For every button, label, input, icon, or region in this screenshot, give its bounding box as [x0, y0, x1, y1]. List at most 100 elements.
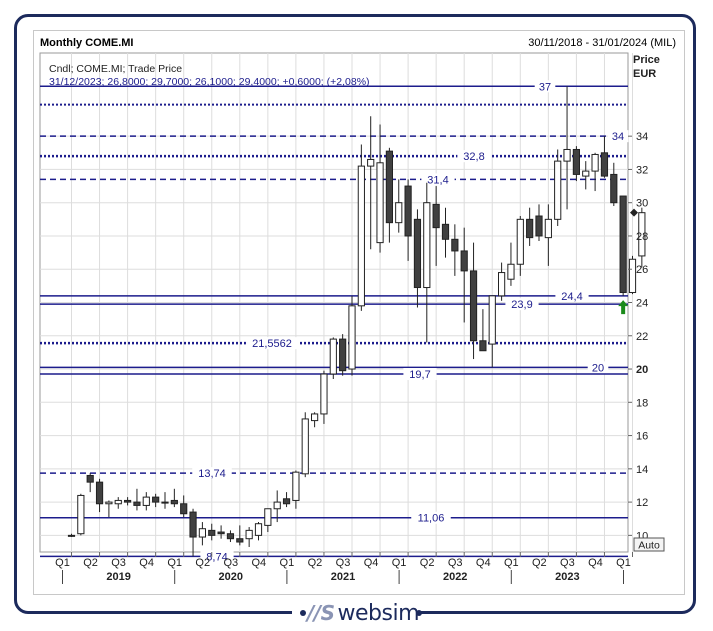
candle-body [282, 498, 291, 505]
candle-body [133, 501, 141, 506]
y-tick-label: 16 [636, 431, 648, 443]
y-tick-label: 22 [636, 331, 648, 343]
candle-body [385, 150, 393, 224]
x-tick-label: Q4 [364, 557, 379, 569]
x-tick-label: Q4 [252, 557, 267, 569]
candle-body [180, 503, 188, 515]
candle-body [600, 152, 609, 177]
candle-body [348, 305, 356, 370]
legend-line-2: 31/12/2023; 26,8000; 29,7000; 26,1000; 2… [49, 76, 370, 88]
candle-body [292, 471, 300, 501]
level-label: 20 [592, 362, 604, 374]
candle-body [535, 215, 543, 237]
level-label: 32,8 [463, 151, 484, 163]
currency-label: EUR [633, 68, 656, 80]
x-tick-label: Q2 [420, 557, 435, 569]
candle-body [544, 218, 552, 239]
candle-body [301, 418, 309, 475]
level-label: 24,4 [561, 291, 582, 303]
legend-line-1: Cndl; COME.MI; Trade Price [49, 63, 182, 75]
y-tick-label: 32 [636, 164, 648, 176]
candle-body [329, 338, 337, 375]
level-label-bg [192, 467, 232, 480]
level-label: 31,4 [427, 174, 448, 186]
x-tick-label: Q1 [167, 557, 182, 569]
candle-body [86, 474, 94, 483]
level-label-bg [200, 550, 234, 563]
candle-body [404, 185, 412, 237]
x-tick-label: Q1 [280, 557, 295, 569]
x-tick-label: Q3 [336, 557, 351, 569]
y-tick-label: 18 [636, 397, 648, 409]
candle-body [67, 534, 76, 537]
chart-title: Monthly COME.MI [40, 37, 134, 49]
auto-scale-button[interactable]: Auto [633, 537, 665, 552]
level-label-bg [607, 130, 629, 143]
brand-footer: //S websim [0, 598, 713, 631]
candle-body [142, 496, 150, 506]
candle-body [526, 218, 534, 239]
level-label-bg [555, 289, 589, 302]
candle-body [619, 195, 627, 294]
candle-body [95, 481, 104, 505]
level-label: 21,5562 [252, 338, 292, 350]
websim-logo-mark: //S [307, 601, 335, 625]
level-label: 23,9 [511, 299, 532, 311]
candle-body [432, 203, 440, 229]
candle-body [273, 501, 281, 510]
candle-body [124, 499, 132, 503]
candle-body [628, 258, 637, 294]
candle-body [311, 413, 319, 422]
level-label-bg [457, 150, 491, 163]
date-range: 30/11/2018 - 31/01/2024 (MIL) [528, 37, 676, 49]
candle-body [77, 494, 85, 535]
candle-body [441, 223, 450, 240]
candle-body [460, 250, 468, 272]
x-tick-label: Q2 [532, 557, 547, 569]
brand-dot-left [300, 610, 306, 616]
candle-body [264, 508, 272, 526]
level-label-bg [534, 80, 556, 93]
level-label-bg [403, 368, 437, 381]
x-tick-label: Q2 [83, 557, 98, 569]
x-tick-label: Q3 [111, 557, 126, 569]
x-tick-label: Q2 [308, 557, 323, 569]
year-label: 2021 [331, 571, 355, 583]
x-tick-label: Q1 [55, 557, 70, 569]
signal-arrow-up [618, 300, 629, 315]
candle-body [357, 165, 365, 307]
grid-layer [39, 52, 633, 553]
level-label-bg [421, 173, 455, 186]
y-tick-label: 28 [636, 231, 648, 243]
x-tick-label: Q1 [504, 557, 519, 569]
candle-body [161, 501, 169, 504]
candle-body [610, 173, 618, 204]
year-label: 2020 [219, 571, 243, 583]
candle-body [582, 170, 590, 177]
y-tick-label: 12 [636, 497, 648, 509]
x-tick-label: Q2 [195, 557, 210, 569]
websim-logo-text: websim [337, 601, 420, 626]
candle-body [105, 501, 113, 505]
x-tick-label: Q3 [223, 557, 238, 569]
candle-body [245, 529, 253, 540]
candle-body [516, 218, 524, 265]
level-label-bg [505, 298, 539, 311]
level-label: 34 [612, 131, 624, 143]
candle-body [638, 212, 646, 257]
candle-body [451, 238, 459, 252]
y-tick-label: 24 [636, 298, 648, 310]
level-label-bg [411, 511, 451, 524]
level-lines-layer: 37 34 32,8 31,4 24,4 23,9 21,5562 20 19,7 13,74 11… [40, 80, 629, 563]
x-tick-label: Q4 [139, 557, 154, 569]
candle-body [208, 529, 216, 536]
candle-body [413, 218, 422, 289]
level-label-bg [245, 337, 299, 350]
x-tick-label: Q4 [588, 557, 603, 569]
candle-body [395, 202, 403, 224]
level-label: 37 [539, 81, 551, 93]
x-tick-label: Q1 [616, 557, 631, 569]
candle-body [423, 202, 431, 289]
year-label: 2022 [443, 571, 467, 583]
